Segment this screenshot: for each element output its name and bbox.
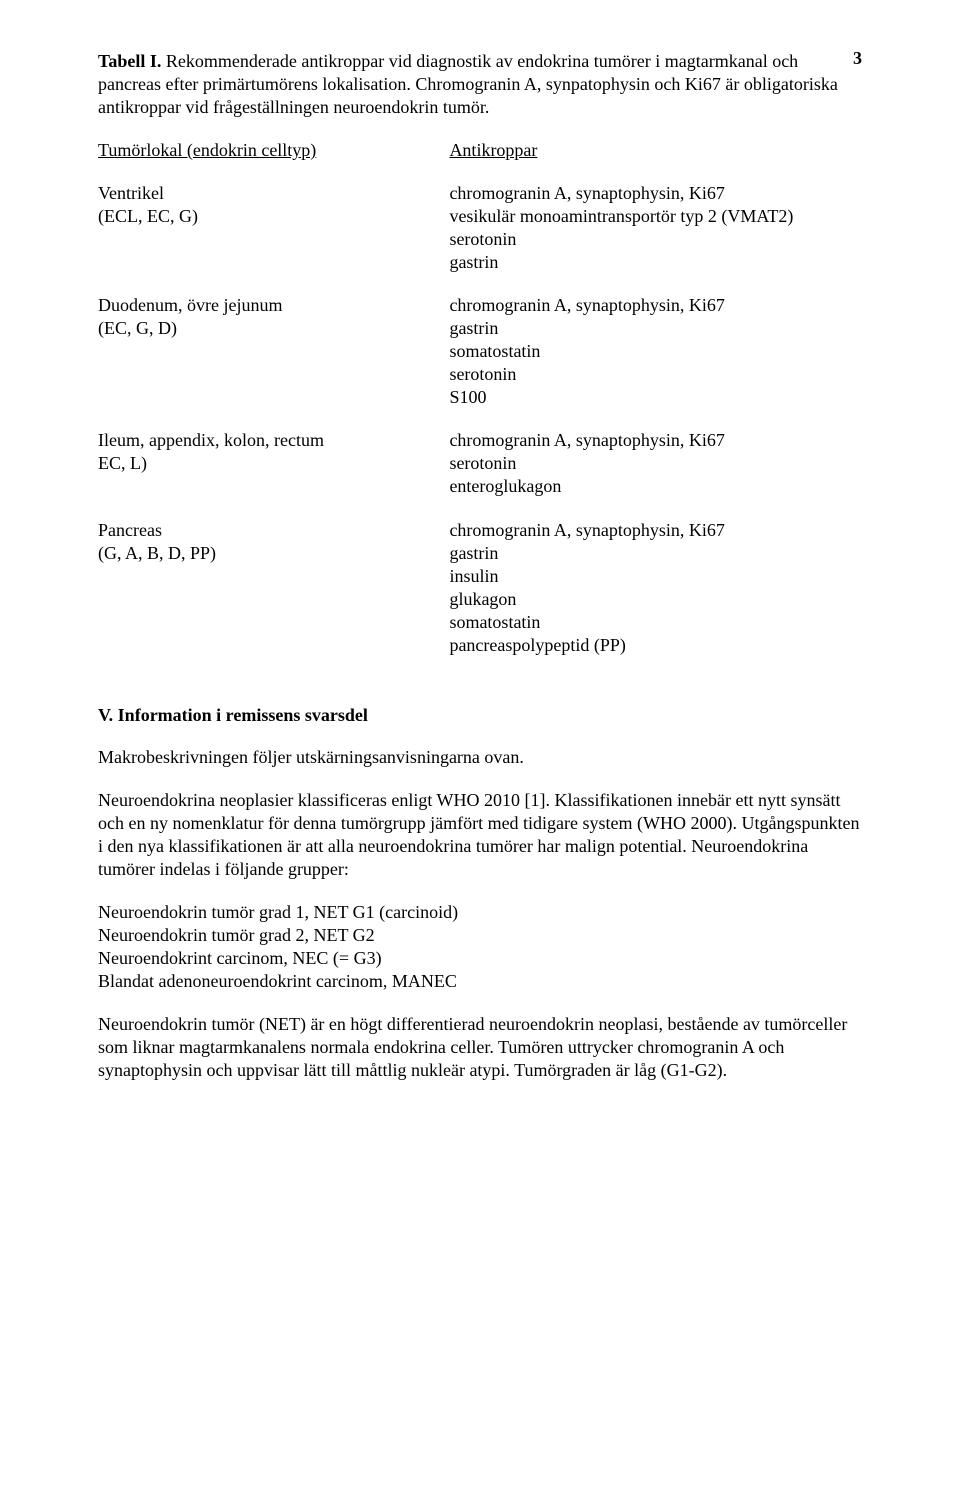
cell-text: chromogranin A, synaptophysin, Ki67 [449, 294, 862, 317]
cell-text: glukagon [449, 588, 862, 611]
cell-text: Ventrikel [98, 182, 449, 205]
row-left: Pancreas (G, A, B, D, PP) [98, 519, 449, 677]
cell-text: serotonin [449, 452, 862, 475]
row-right: chromogranin A, synaptophysin, Ki67 vesi… [449, 182, 862, 294]
cell-text: serotonin [449, 228, 862, 251]
table-header-row: Tumörlokal (endokrin celltyp) Antikroppa… [98, 139, 862, 182]
row-right: chromogranin A, synaptophysin, Ki67 gast… [449, 294, 862, 429]
row-left: Ventrikel (ECL, EC, G) [98, 182, 449, 294]
cell-text: gastrin [449, 542, 862, 565]
row-right: chromogranin A, synaptophysin, Ki67 sero… [449, 429, 862, 518]
section-v-heading: V. Information i remissens svarsdel [98, 705, 862, 726]
row-right: chromogranin A, synaptophysin, Ki67 gast… [449, 519, 862, 677]
section-v-p1: Makrobeskrivningen följer utskärningsanv… [98, 746, 862, 769]
header-right-text: Antikroppar [449, 140, 537, 160]
page-container: 3 Tabell I. Rekommenderade antikroppar v… [0, 0, 960, 1500]
cell-text: somatostatin [449, 611, 862, 634]
page-number: 3 [853, 48, 862, 69]
list-item: Blandat adenoneuroendokrint carcinom, MA… [98, 970, 862, 993]
table-header-left: Tumörlokal (endokrin celltyp) [98, 139, 449, 182]
intro-text: Rekommenderade antikroppar vid diagnosti… [98, 51, 838, 117]
cell-text: chromogranin A, synaptophysin, Ki67 [449, 182, 862, 205]
list-item: Neuroendokrin tumör grad 2, NET G2 [98, 924, 862, 947]
table-row: Ileum, appendix, kolon, rectum EC, L) ch… [98, 429, 862, 518]
cell-text: S100 [449, 386, 862, 409]
row-left: Ileum, appendix, kolon, rectum EC, L) [98, 429, 449, 518]
cell-text: Duodenum, övre jejunum [98, 294, 449, 317]
intro-paragraph: Tabell I. Rekommenderade antikroppar vid… [98, 50, 862, 119]
cell-text: chromogranin A, synaptophysin, Ki67 [449, 519, 862, 542]
cell-text: somatostatin [449, 340, 862, 363]
cell-text: Pancreas [98, 519, 449, 542]
table-row: Pancreas (G, A, B, D, PP) chromogranin A… [98, 519, 862, 677]
section-v-list: Neuroendokrin tumör grad 1, NET G1 (carc… [98, 901, 862, 993]
cell-text: serotonin [449, 363, 862, 386]
cell-text: Ileum, appendix, kolon, rectum [98, 429, 449, 452]
section-v-p3: Neuroendokrin tumör (NET) är en högt dif… [98, 1013, 862, 1082]
cell-text: (G, A, B, D, PP) [98, 542, 449, 565]
cell-text: gastrin [449, 251, 862, 274]
cell-text: (EC, G, D) [98, 317, 449, 340]
cell-text: vesikulär monoamintransportör typ 2 (VMA… [449, 205, 862, 228]
row-left: Duodenum, övre jejunum (EC, G, D) [98, 294, 449, 429]
cell-text: chromogranin A, synaptophysin, Ki67 [449, 429, 862, 452]
cell-text: (ECL, EC, G) [98, 205, 449, 228]
cell-text: pancreaspolypeptid (PP) [449, 634, 862, 657]
list-item: Neuroendokrin tumör grad 1, NET G1 (carc… [98, 901, 862, 924]
table-label: Tabell I. [98, 51, 161, 71]
antibody-table: Tumörlokal (endokrin celltyp) Antikroppa… [98, 139, 862, 677]
header-left-text: Tumörlokal (endokrin celltyp) [98, 140, 316, 160]
section-v-p2: Neuroendokrina neoplasier klassificeras … [98, 789, 862, 881]
table-header-right: Antikroppar [449, 139, 862, 182]
cell-text: EC, L) [98, 452, 449, 475]
list-item: Neuroendokrint carcinom, NEC (= G3) [98, 947, 862, 970]
cell-text: gastrin [449, 317, 862, 340]
cell-text: enteroglukagon [449, 475, 862, 498]
table-row: Ventrikel (ECL, EC, G) chromogranin A, s… [98, 182, 862, 294]
cell-text: insulin [449, 565, 862, 588]
table-row: Duodenum, övre jejunum (EC, G, D) chromo… [98, 294, 862, 429]
